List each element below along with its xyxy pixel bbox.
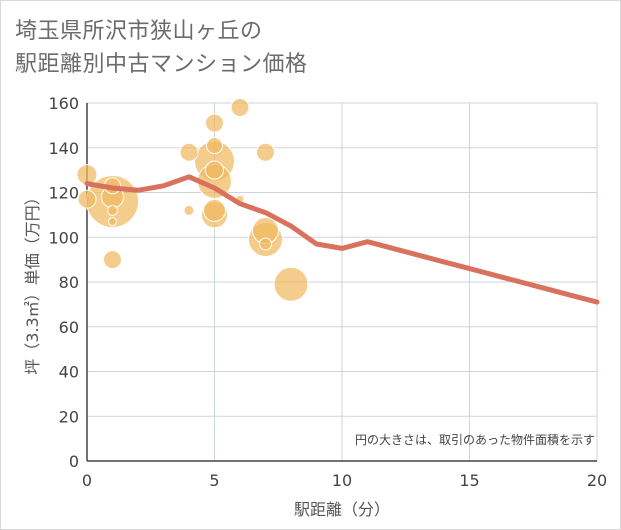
x-tick-label: 0 <box>82 471 92 490</box>
bubble-point <box>179 142 199 162</box>
bubble-point <box>206 137 223 155</box>
x-axis-label: 駅距離（分） <box>294 500 390 519</box>
bubble-point <box>77 189 97 209</box>
x-tick-label: 10 <box>332 471 352 490</box>
chart-title-line-1: 埼玉県所沢市狭山ヶ丘の <box>15 19 263 44</box>
bubble-point <box>108 217 117 227</box>
bubble-point <box>273 266 309 302</box>
bubble-point <box>183 204 195 216</box>
x-tick-label: 15 <box>459 471 479 490</box>
chart-title-line-2: 駅距離別中古マンション価格 <box>15 52 308 77</box>
bubble-point <box>103 250 122 270</box>
bubble-point <box>259 237 272 251</box>
y-axis-label: 坪（3.3㎡）単価（万円） <box>23 189 42 374</box>
y-tick-label: 160 <box>48 94 79 113</box>
y-tick-label: 140 <box>48 139 79 158</box>
y-tick-label: 80 <box>59 273 79 292</box>
y-tick-label: 60 <box>59 318 79 337</box>
average-price-line <box>84 174 600 305</box>
bubble-point <box>256 142 275 162</box>
y-tick-label: 40 <box>59 363 79 382</box>
bubble-point <box>205 113 224 133</box>
y-tick-label: 0 <box>69 452 79 471</box>
chart-title: 埼玉県所沢市狭山ヶ丘の 駅距離別中古マンション価格 <box>15 15 435 81</box>
bubble-point <box>107 204 118 216</box>
y-tick-label: 20 <box>59 407 79 426</box>
bubble-point <box>203 198 226 222</box>
x-tick-label: 20 <box>587 471 607 490</box>
x-tick-label: 5 <box>209 471 219 490</box>
y-tick-label: 100 <box>48 228 79 247</box>
bubble-point <box>230 97 250 117</box>
y-tick-label: 120 <box>48 184 79 203</box>
bubble-size-note: 円の大きさは、取引のあった物件面積を示す <box>355 432 595 447</box>
bubble-point <box>205 160 224 180</box>
